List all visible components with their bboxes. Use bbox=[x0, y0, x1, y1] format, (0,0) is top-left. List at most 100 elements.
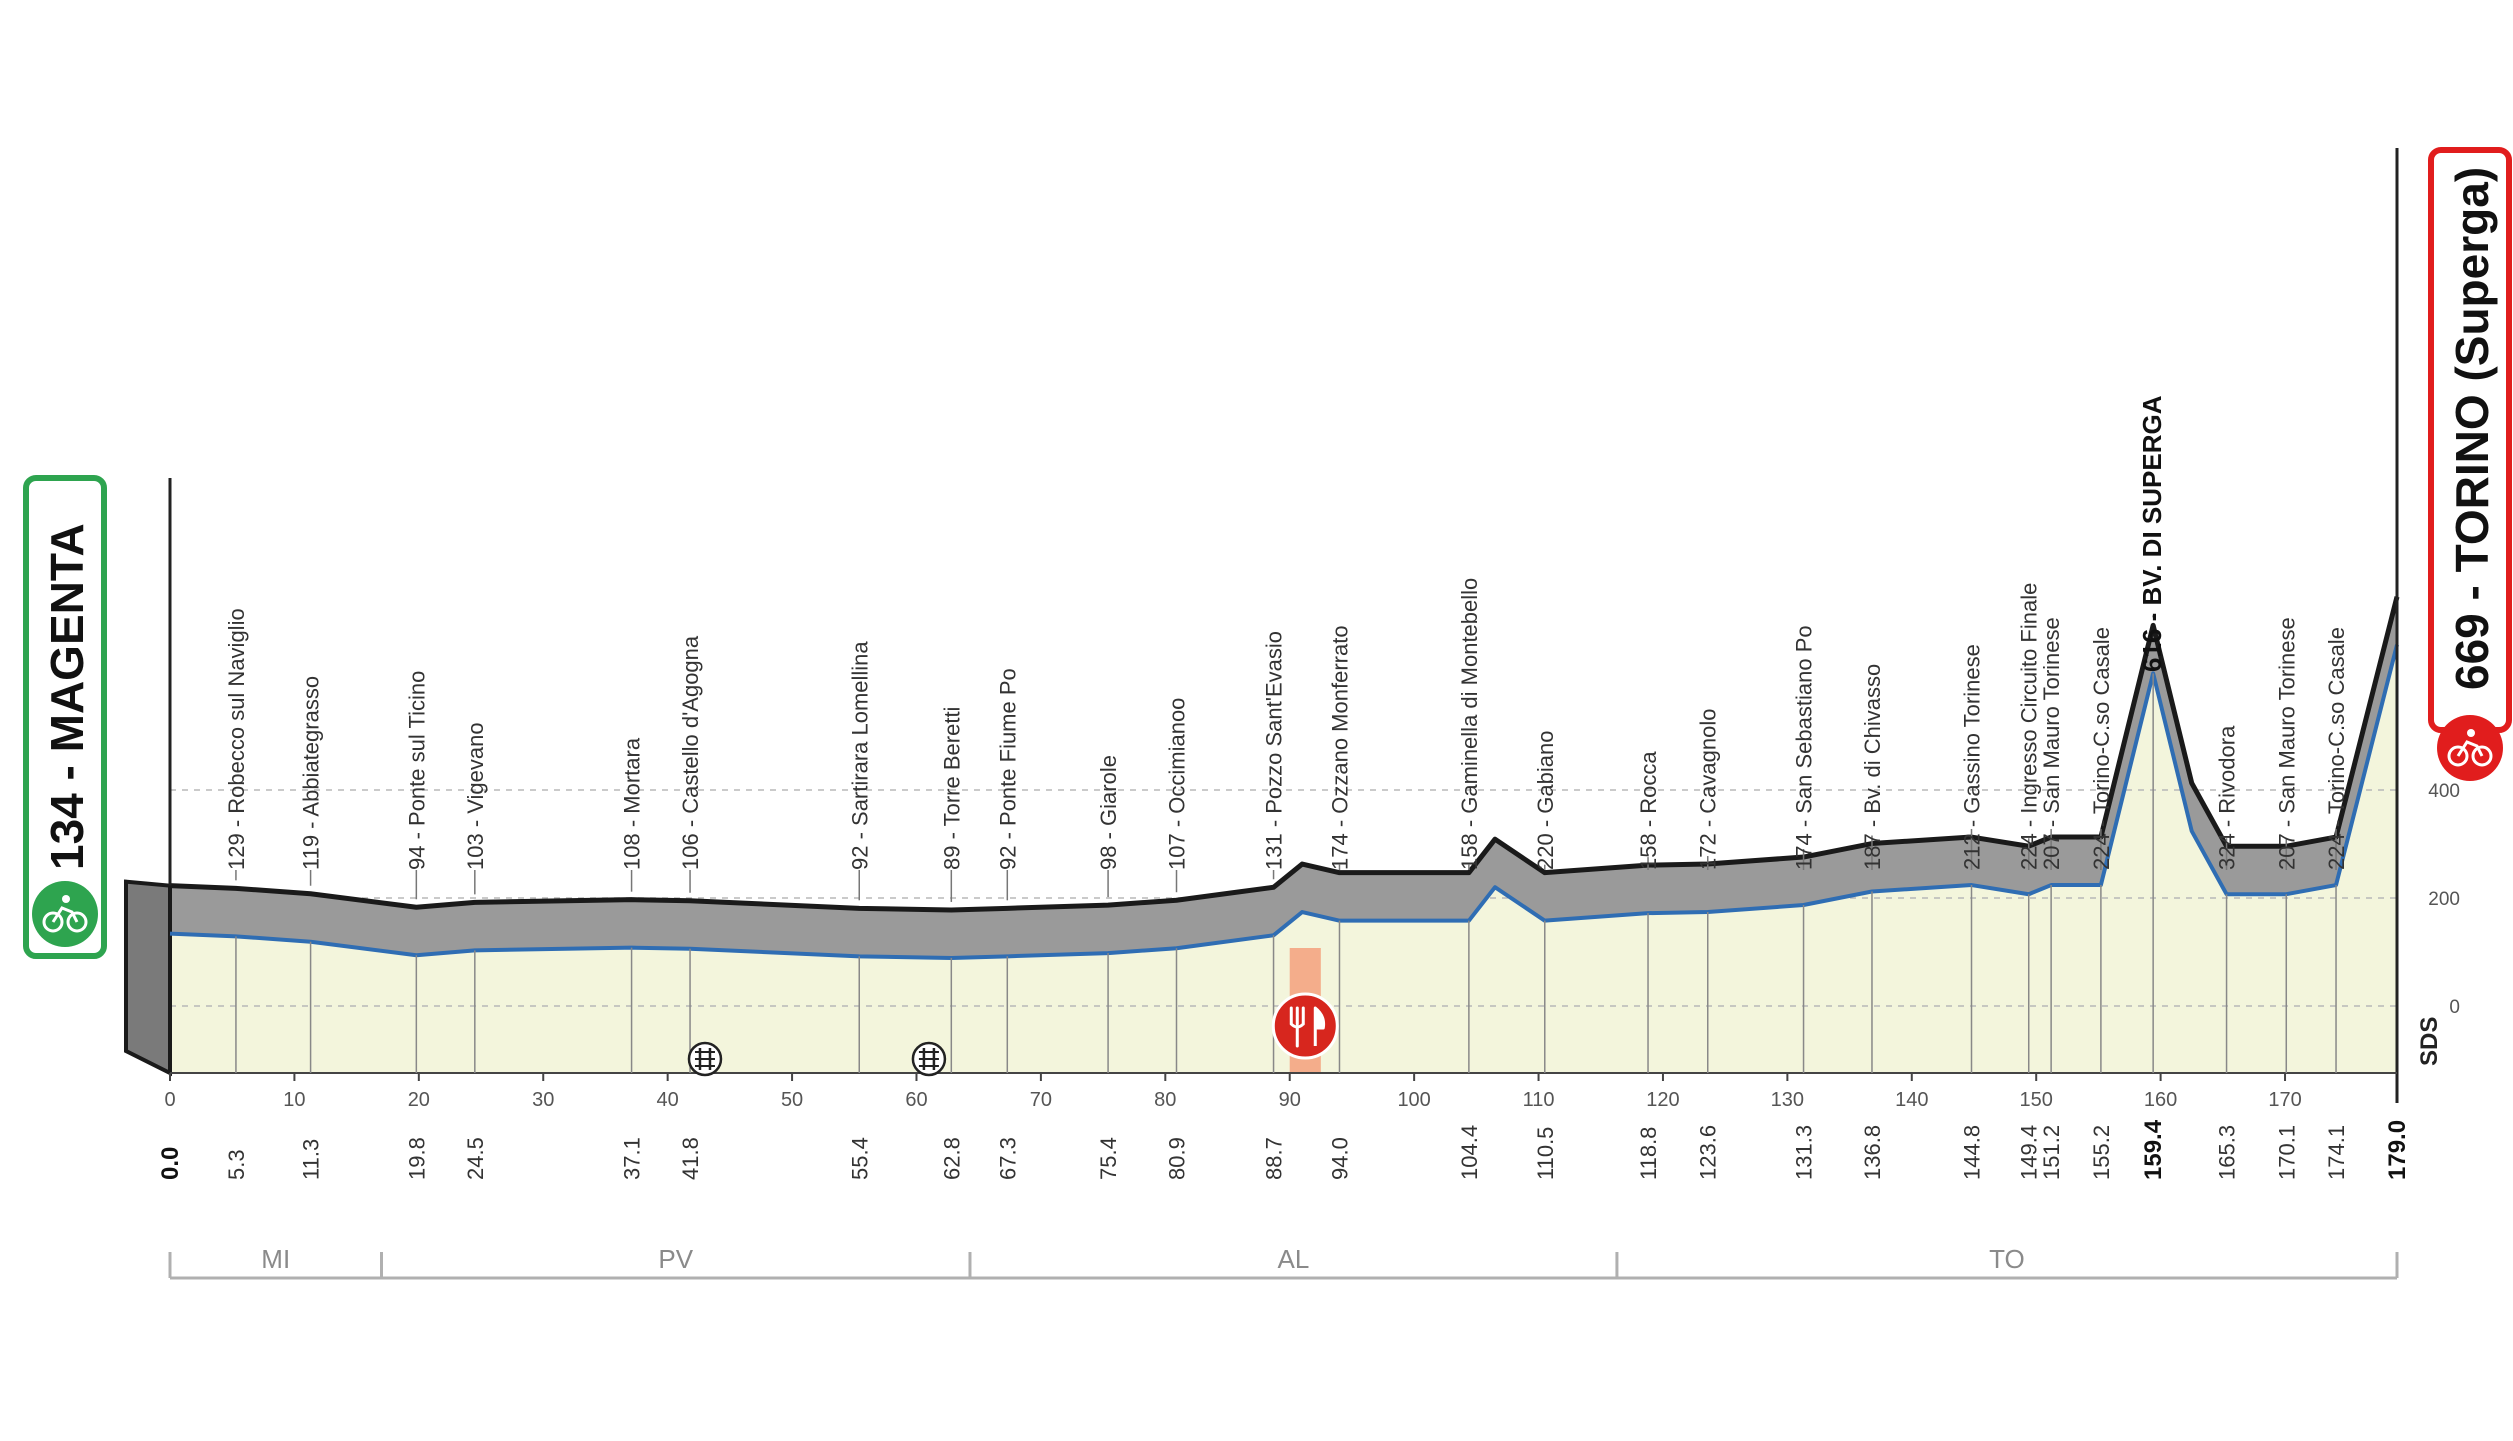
km-tick-label: 40 bbox=[657, 1089, 679, 1111]
waypoint-km-label: 151.2 bbox=[2039, 1125, 2064, 1180]
altitude-tick-label: 0 bbox=[2449, 997, 2460, 1018]
waypoint-label: 92 - Sartirara Lomellina bbox=[847, 641, 872, 870]
km-tick-label: 80 bbox=[1154, 1089, 1176, 1111]
km-tick-label: 150 bbox=[2020, 1089, 2053, 1111]
altitude-tick-label: 200 bbox=[2428, 889, 2460, 910]
km-tick-label: 0 bbox=[164, 1089, 175, 1111]
sds-logo: SDS bbox=[2416, 1017, 2443, 1066]
waypoint-label: 616 - BV. DI SUPERGA bbox=[2137, 395, 2167, 672]
waypoint-km-label: 67.3 bbox=[995, 1137, 1020, 1180]
waypoint-km-label: 62.8 bbox=[939, 1137, 964, 1180]
waypoint-km-label: 75.4 bbox=[1096, 1137, 1121, 1180]
background-layer bbox=[170, 596, 2397, 1073]
province-bar: MI PV AL TO bbox=[168, 1244, 2399, 1280]
km-tick-label: 30 bbox=[532, 1089, 554, 1111]
km-tick-label: 170 bbox=[2268, 1089, 2301, 1111]
waypoint-km-label: 174.1 bbox=[2324, 1125, 2349, 1180]
waypoint-label: 92 - Ponte Fiume Po bbox=[995, 668, 1020, 870]
waypoint-label: 106 - Castello d'Agogna bbox=[678, 635, 703, 870]
waypoint-km-label: 123.6 bbox=[1696, 1125, 1721, 1180]
profile-outline bbox=[169, 596, 2400, 913]
province-label: MI bbox=[261, 1244, 290, 1274]
waypoint-label: 172 - Cavagnolo bbox=[1696, 709, 1721, 870]
waypoint-km-label: 5.3 bbox=[224, 1149, 249, 1180]
waypoints: 129 - Robecco sul Naviglio 119 - Abbiateg… bbox=[224, 395, 2349, 1073]
km-tick-label: 100 bbox=[1397, 1089, 1430, 1111]
km-tick-label: 10 bbox=[283, 1089, 305, 1111]
fork-icon bbox=[1289, 1006, 1305, 1048]
waypoint-km-label: 55.4 bbox=[847, 1137, 872, 1180]
waypoint-km-label: 94.0 bbox=[1327, 1137, 1352, 1180]
start-cyclist-icon bbox=[32, 881, 98, 947]
waypoint-km-labels: 0.0 5.3 11.3 19.8 24.5 37.1 41.8 55.4 62.8 67.3 75… bbox=[157, 1119, 2411, 1180]
waypoint-km-label: 0.0 bbox=[157, 1147, 184, 1180]
km-tick-label: 130 bbox=[1771, 1089, 1804, 1111]
waypoint-label: 89 - Torre Beretti bbox=[939, 707, 964, 870]
start-badge: 134 - MAGENTA bbox=[23, 475, 107, 959]
waypoint-label: 207 - San Mauro Torinese bbox=[2274, 617, 2299, 870]
waypoint-km-label: 41.8 bbox=[678, 1137, 703, 1180]
km-ticks: 0 10 20 30 40 50 60 70 80 90 100 110 120 130 140 150 160… bbox=[164, 1072, 2397, 1111]
km-tick-label: 50 bbox=[781, 1089, 803, 1111]
province-label: TO bbox=[1989, 1244, 2025, 1274]
waypoint-km-label: 80.9 bbox=[1165, 1137, 1190, 1180]
profile-top-band bbox=[170, 596, 2397, 958]
waypoint-label: 103 - Vigevano bbox=[463, 722, 488, 870]
waypoint-label: 94 - Ponte sul Ticino bbox=[404, 671, 429, 870]
waypoint-label: 187 - Bv. di Chivasso bbox=[1860, 664, 1885, 870]
waypoint-label: 131 - Pozzo Sant'Evasio bbox=[1262, 631, 1287, 870]
profile-start-face bbox=[124, 879, 172, 1077]
km-tick-label: 20 bbox=[408, 1089, 430, 1111]
waypoint-km-label: 136.8 bbox=[1860, 1125, 1885, 1180]
waypoint-km-label: 110.5 bbox=[1533, 1127, 1558, 1180]
waypoint-label: 224 - Torino-C.so Casale bbox=[2324, 627, 2349, 870]
waypoint-label: 207 - San Mauro Torinese bbox=[2039, 617, 2064, 870]
waypoint-km-label: 149.4 bbox=[2017, 1125, 2042, 1180]
icons bbox=[687, 992, 1339, 1077]
profile-layer bbox=[124, 148, 2400, 1103]
knife-icon bbox=[1313, 1006, 1326, 1046]
level-crossing-icon bbox=[911, 1041, 947, 1077]
waypoint-label: 174 - Ozzano Monferrato bbox=[1327, 625, 1352, 870]
waypoint-label: 98 - Giarole bbox=[1096, 755, 1121, 870]
waypoint-label: 212 - Gassino Torinese bbox=[1960, 644, 1985, 870]
km-tick-label: 90 bbox=[1279, 1089, 1301, 1111]
altitude-tick-label: 400 bbox=[2428, 781, 2460, 802]
km-tick-label: 160 bbox=[2144, 1089, 2177, 1111]
feed-icon-circle bbox=[1271, 992, 1339, 1060]
waypoint-km-label: 155.2 bbox=[2089, 1125, 2114, 1180]
km-tick-label: 110 bbox=[1523, 1089, 1555, 1111]
waypoint-km-label: 170.1 bbox=[2274, 1125, 2299, 1180]
waypoint-km-label: 19.8 bbox=[404, 1137, 429, 1180]
waypoint-km-label: 131.3 bbox=[1792, 1125, 1817, 1180]
km-tick-label: 120 bbox=[1646, 1089, 1679, 1111]
waypoint-label: 129 - Robecco sul Naviglio bbox=[224, 608, 249, 870]
waypoint-label: 158 - Gaminella di Montebello bbox=[1457, 578, 1482, 870]
waypoint-label: 220 - Gabiano bbox=[1533, 731, 1558, 870]
waypoint-km-label: 159.4 bbox=[2140, 1119, 2167, 1180]
level-crossing-icon bbox=[687, 1041, 723, 1077]
waypoint-label: 158 - Rocca bbox=[1636, 751, 1661, 870]
province-label: PV bbox=[658, 1244, 693, 1274]
waypoint-label: 108 - Mortara bbox=[620, 737, 645, 870]
waypoint-label: 107 - Occimianoo bbox=[1165, 698, 1190, 870]
waypoint-label: 119 - Abbiategrasso bbox=[299, 676, 324, 870]
finish-cyclist-icon bbox=[2437, 715, 2503, 781]
finish-label: 669 - TORINO (Superga) bbox=[2446, 167, 2498, 690]
km-tick-label: 140 bbox=[1895, 1089, 1928, 1111]
waypoint-km-label: 37.1 bbox=[620, 1137, 645, 1180]
waypoint-km-label: 144.8 bbox=[1960, 1125, 1985, 1180]
altitude-grid: 0 200 400 bbox=[170, 781, 2460, 1018]
waypoint-label: 224 - Torino-C.so Casale bbox=[2089, 627, 2114, 870]
finish-badge: 669 - TORINO (Superga) bbox=[2428, 147, 2512, 781]
waypoint-km-label: 104.4 bbox=[1457, 1125, 1482, 1180]
waypoint-km-label: 11.3 bbox=[299, 1139, 324, 1180]
profile-background bbox=[170, 596, 2397, 1073]
waypoint-km-label: 24.5 bbox=[463, 1137, 488, 1180]
waypoint-label: 324 - Rivodora bbox=[2215, 725, 2240, 870]
start-label: 134 - MAGENTA bbox=[41, 523, 93, 870]
elevation-line bbox=[169, 644, 2399, 960]
km-tick-label: 60 bbox=[905, 1089, 927, 1111]
